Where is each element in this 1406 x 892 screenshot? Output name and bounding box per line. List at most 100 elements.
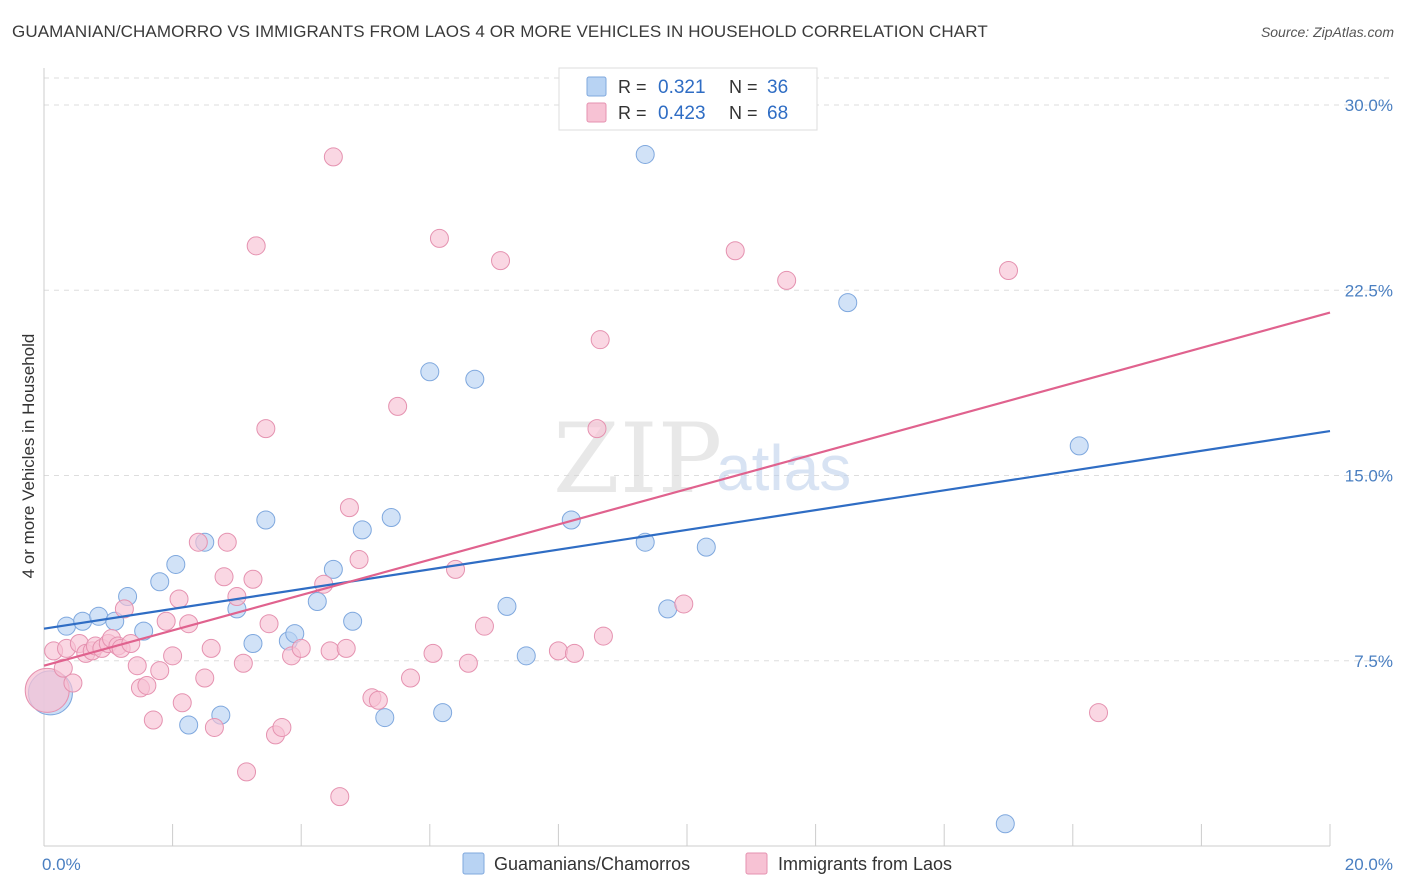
laos-point-52 xyxy=(388,396,408,416)
guamanian-point-24 xyxy=(433,703,453,723)
laos-point-24 xyxy=(172,693,192,713)
watermark: ZIP atlas xyxy=(553,403,851,515)
laos-point-31 xyxy=(217,532,237,552)
laos-point-38 xyxy=(259,614,279,634)
laos-point-64 xyxy=(593,626,613,646)
legend-n-value-pink: 68 xyxy=(767,103,788,124)
laos-point-45 xyxy=(323,147,343,167)
laos-point-62 xyxy=(587,419,607,439)
laos-point-47 xyxy=(336,638,356,658)
legend-swatch-blue xyxy=(586,76,607,97)
legend-bottom-swatch-blue xyxy=(462,852,485,875)
laos-point-30 xyxy=(214,567,234,587)
guamanian-point-23 xyxy=(420,362,440,382)
laos-point-59 xyxy=(491,251,511,271)
series-laos-points xyxy=(24,147,1109,807)
laos-point-68 xyxy=(999,261,1018,281)
guamanian-point-22 xyxy=(381,508,401,528)
laos-point-21 xyxy=(156,611,176,631)
watermark-zip: ZIP xyxy=(553,403,722,515)
laos-point-58 xyxy=(474,616,494,636)
chart-title: GUAMANIAN/CHAMORRO VS IMMIGRANTS FROM LA… xyxy=(12,22,988,41)
source-credit: Source: ZipAtlas.com xyxy=(1260,24,1394,40)
laos-point-2 xyxy=(53,658,73,678)
laos-point-56 xyxy=(446,559,466,579)
trend-line-laos xyxy=(43,311,1331,667)
legend-n-label-blue: N = xyxy=(729,77,758,97)
guamanian-point-26 xyxy=(497,596,517,616)
trend-line-guamanians xyxy=(43,429,1331,630)
guamanian-point-17 xyxy=(307,591,327,611)
laos-point-55 xyxy=(429,228,449,248)
laos-point-66 xyxy=(725,241,745,261)
laos-point-37 xyxy=(256,419,276,439)
guamanian-point-18 xyxy=(323,559,343,579)
series-guamanians-points xyxy=(27,144,1089,834)
y-axis-label: 4 or more Vehicles in Household xyxy=(19,334,38,579)
guamanian-point-29 xyxy=(635,144,655,164)
legend-r-label-blue: R = xyxy=(618,77,647,97)
laos-point-48 xyxy=(339,498,359,518)
laos-point-42 xyxy=(291,638,311,658)
laos-point-54 xyxy=(423,643,443,663)
guamanian-point-31 xyxy=(658,599,678,619)
y-tick-label-0: 7.5% xyxy=(1354,652,1393,671)
laos-point-34 xyxy=(237,762,257,782)
y-tick-label-1: 15.0% xyxy=(1345,467,1393,486)
legend-r-label-pink: R = xyxy=(618,103,647,123)
laos-point-57 xyxy=(458,653,478,673)
laos-point-26 xyxy=(188,532,208,552)
guamanian-point-6 xyxy=(134,621,154,641)
laos-point-36 xyxy=(246,236,266,256)
guamanian-point-34 xyxy=(995,814,1015,834)
x-tick-label-0: 0.0% xyxy=(42,855,81,874)
laos-point-14 xyxy=(114,599,134,619)
laos-point-49 xyxy=(349,549,369,569)
legend-bottom-label-pink: Immigrants from Laos xyxy=(778,854,952,874)
laos-point-69 xyxy=(1089,703,1109,723)
guamanian-point-8 xyxy=(166,554,186,574)
x-tick-label-1: 20.0% xyxy=(1345,855,1393,874)
legend-swatch-pink xyxy=(586,102,607,123)
laos-point-27 xyxy=(195,668,215,688)
laos-point-22 xyxy=(163,646,183,666)
laos-point-32 xyxy=(227,587,247,607)
guamanian-point-19 xyxy=(343,611,363,631)
laos-point-51 xyxy=(368,690,388,710)
guamanian-point-32 xyxy=(696,537,716,557)
legend-n-value-blue: 36 xyxy=(767,77,788,98)
guamanian-point-14 xyxy=(256,510,276,530)
laos-point-28 xyxy=(201,638,221,658)
guamanian-point-27 xyxy=(516,646,536,666)
laos-point-19 xyxy=(143,710,163,730)
laos-point-61 xyxy=(564,643,584,663)
laos-point-65 xyxy=(674,594,694,614)
laos-point-20 xyxy=(150,661,170,681)
y-tick-label-2: 22.5% xyxy=(1345,281,1393,300)
laos-point-67 xyxy=(777,270,797,290)
laos-point-29 xyxy=(204,717,224,737)
laos-point-44 xyxy=(320,641,340,661)
laos-point-46 xyxy=(330,787,350,807)
laos-point-23 xyxy=(169,589,189,609)
guamanian-point-9 xyxy=(179,715,199,735)
guamanian-point-21 xyxy=(375,708,395,728)
legend-bottom-swatch-pink xyxy=(745,852,768,875)
guamanian-point-7 xyxy=(150,572,170,592)
laos-point-60 xyxy=(548,641,568,661)
laos-point-40 xyxy=(272,717,292,737)
y-tick-label-3: 30.0% xyxy=(1345,96,1393,115)
watermark-atlas: atlas xyxy=(716,432,851,504)
legend-n-label-pink: N = xyxy=(729,103,758,123)
laos-point-16 xyxy=(127,656,147,676)
guamanian-point-33 xyxy=(838,293,858,313)
laos-point-53 xyxy=(401,668,421,688)
y-axis-tick-labels: 7.5% 15.0% 22.5% 30.0% xyxy=(1345,96,1393,671)
legend-bottom-label-blue: Guamanians/Chamorros xyxy=(494,854,690,874)
legend-stats: R = 0.321 N = 36 R = 0.423 N = 68 xyxy=(558,67,818,131)
guamanian-point-3 xyxy=(89,606,109,626)
legend-r-value-pink: 0.423 xyxy=(658,103,706,124)
legend-series: Guamanians/Chamorros Immigrants from Lao… xyxy=(462,852,952,875)
laos-point-4 xyxy=(63,673,83,693)
